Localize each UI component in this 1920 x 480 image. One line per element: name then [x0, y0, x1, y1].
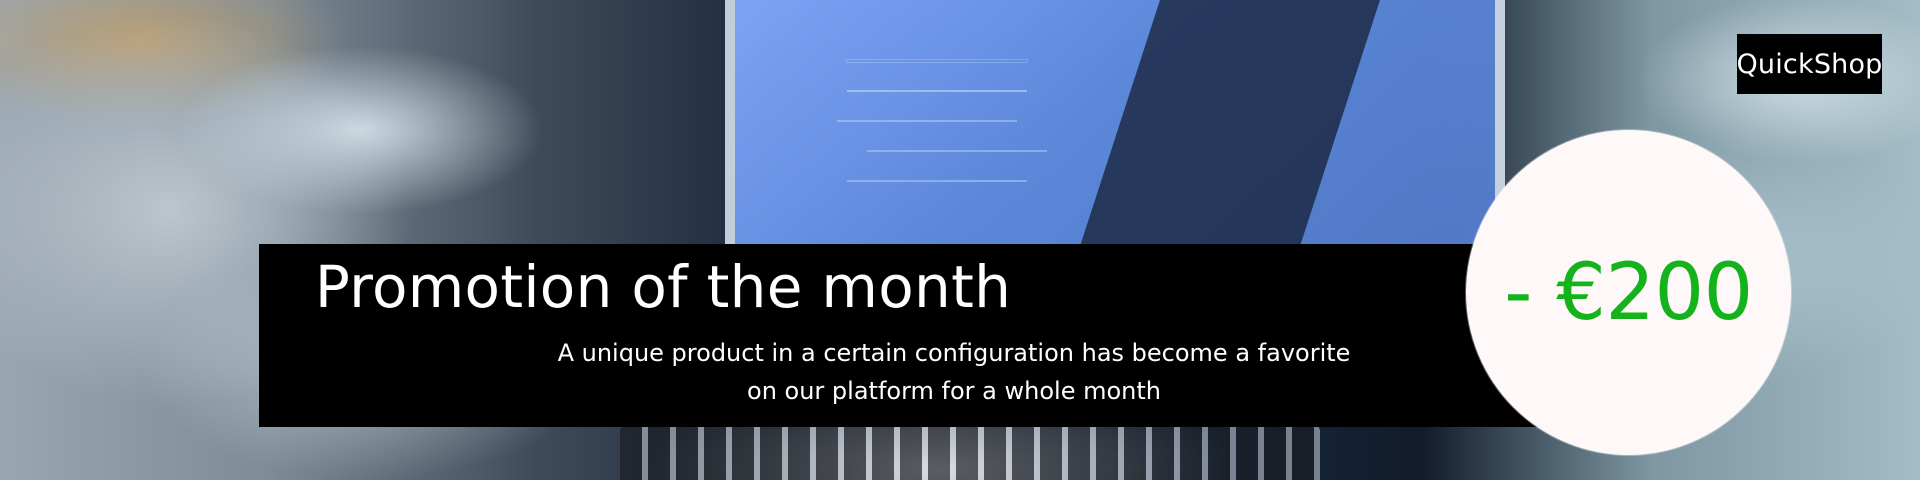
promotion-banner — [259, 244, 1549, 427]
discount-badge: - €200 — [1466, 130, 1791, 455]
brand-label: QuickShop — [1736, 48, 1883, 80]
quickshop-brand-badge[interactable]: QuickShop — [1736, 34, 1883, 94]
background-laptop-keyboard — [620, 425, 1320, 480]
discount-amount: - €200 — [1504, 247, 1753, 338]
promotion-description-line-1: A unique product in a certain configurat… — [557, 339, 1351, 367]
promotion-description: A unique product in a certain configurat… — [554, 334, 1354, 410]
promotion-description-line-2: on our platform for a whole month — [747, 377, 1161, 405]
promotion-title: Promotion of the month — [314, 253, 1012, 321]
